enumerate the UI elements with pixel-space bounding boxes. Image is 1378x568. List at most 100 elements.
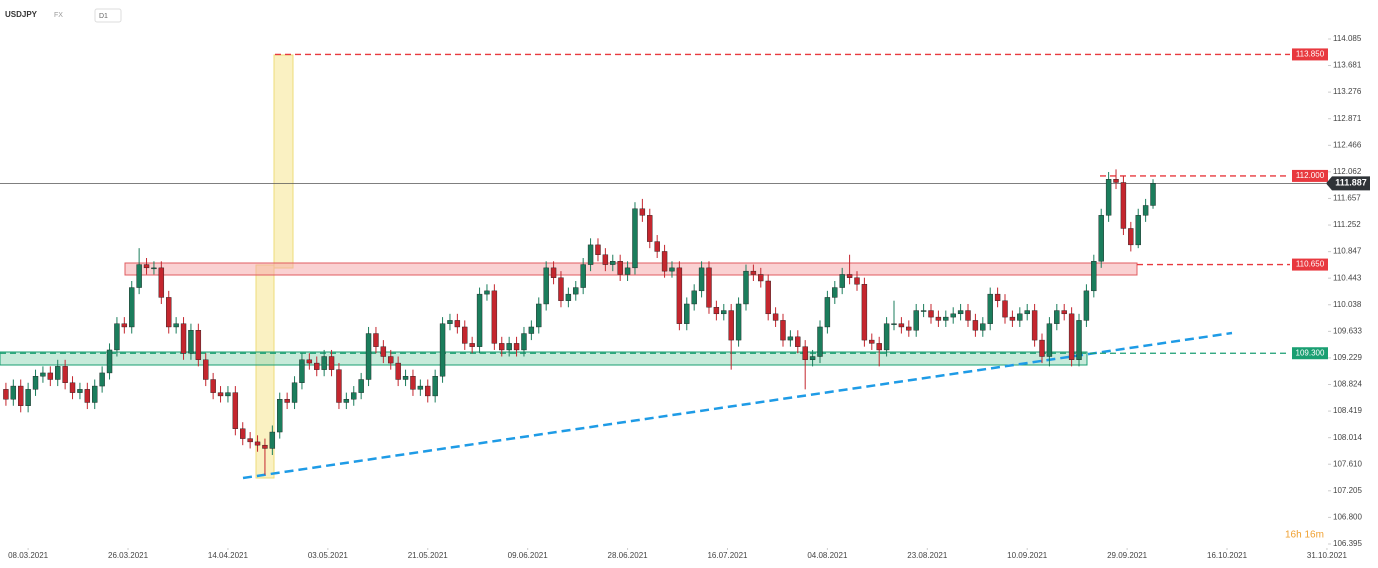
y-tick-label: 110.038 bbox=[1333, 300, 1362, 309]
candle-body bbox=[106, 349, 113, 374]
candle-body bbox=[876, 343, 882, 351]
candle-body bbox=[661, 251, 668, 272]
candle-body bbox=[632, 208, 638, 269]
candle-body bbox=[758, 274, 764, 282]
symbol: USDJPY bbox=[5, 10, 38, 19]
candle-body bbox=[210, 379, 216, 393]
candle-body bbox=[484, 290, 490, 295]
y-tick-label: 109.229 bbox=[1333, 353, 1362, 362]
x-tick-label: 21.05.2021 bbox=[408, 551, 449, 560]
candle-body bbox=[18, 385, 24, 406]
y-tick-label: 113.681 bbox=[1333, 61, 1362, 70]
candle-body bbox=[869, 339, 875, 344]
candle-body bbox=[935, 316, 942, 321]
candle-body bbox=[69, 382, 76, 393]
level-tag bbox=[1292, 48, 1328, 61]
last-price-tag bbox=[1326, 176, 1370, 191]
candle-body bbox=[269, 431, 276, 449]
candle-body bbox=[3, 389, 9, 400]
candle-body bbox=[1128, 228, 1134, 246]
candle-body bbox=[1135, 215, 1141, 246]
candle-body bbox=[1113, 179, 1119, 183]
x-tick-label: 16.07.2021 bbox=[707, 551, 748, 560]
candle-body bbox=[839, 274, 845, 288]
candle-body bbox=[617, 261, 623, 275]
candle-body bbox=[972, 320, 979, 331]
candle-body bbox=[314, 362, 320, 370]
candle-body bbox=[728, 310, 734, 341]
candle-body bbox=[920, 310, 927, 312]
y-tick-label: 110.443 bbox=[1333, 273, 1362, 282]
x-tick-label: 08.03.2021 bbox=[8, 551, 49, 560]
candle-body bbox=[454, 320, 461, 328]
candle-body bbox=[188, 330, 194, 354]
candle-body bbox=[92, 385, 98, 403]
candle-body bbox=[676, 267, 683, 324]
candle-body bbox=[550, 267, 557, 278]
y-tick-label: 108.824 bbox=[1333, 380, 1362, 389]
candle-body bbox=[10, 385, 17, 400]
candle-body bbox=[1120, 182, 1127, 229]
candle-body bbox=[439, 323, 446, 377]
x-tick-label: 31.10.2021 bbox=[1307, 551, 1348, 560]
candle-body bbox=[1150, 183, 1156, 206]
candle-body bbox=[506, 343, 512, 351]
candle-body bbox=[565, 293, 572, 301]
candle-body bbox=[846, 274, 853, 278]
candle-body bbox=[883, 323, 890, 351]
candle-body bbox=[462, 326, 468, 344]
candle-body bbox=[195, 330, 202, 360]
candle-body bbox=[129, 287, 135, 328]
countdown: 16h 16m bbox=[1285, 530, 1324, 541]
x-tick-label: 03.05.2021 bbox=[308, 551, 349, 560]
candle-body bbox=[943, 316, 949, 321]
candle-body bbox=[1098, 215, 1104, 262]
candle-body bbox=[469, 343, 475, 347]
y-tick-label: 112.871 bbox=[1333, 114, 1362, 123]
timeframe-box[interactable] bbox=[94, 8, 122, 23]
candle-body bbox=[1091, 261, 1097, 292]
candle-body bbox=[639, 208, 646, 216]
x-tick-label: 16.10.2021 bbox=[1207, 551, 1248, 560]
candle-body bbox=[291, 382, 298, 403]
candle-body bbox=[425, 385, 431, 397]
x-tick-label: 04.08.2021 bbox=[807, 551, 848, 560]
level-label: 112.000 bbox=[1296, 171, 1325, 180]
candle-body bbox=[240, 428, 246, 439]
candle-body bbox=[254, 441, 261, 446]
market[interactable]: FX bbox=[54, 12, 63, 19]
candle-body bbox=[809, 356, 816, 360]
candle-body bbox=[602, 254, 609, 265]
candle-body bbox=[1046, 323, 1053, 357]
candle-body bbox=[987, 293, 993, 324]
candle-body bbox=[772, 313, 779, 321]
candle-body bbox=[913, 310, 919, 331]
y-tick-label: 108.419 bbox=[1333, 406, 1362, 415]
candle-body bbox=[1061, 310, 1067, 315]
candle-body bbox=[114, 323, 120, 351]
candle-body bbox=[432, 376, 438, 397]
x-tick-label: 09.06.2021 bbox=[508, 551, 549, 560]
timeframe[interactable]: D1 bbox=[99, 13, 108, 20]
candle-body bbox=[306, 359, 313, 364]
candle-body bbox=[284, 398, 290, 403]
candle-body bbox=[25, 389, 31, 406]
candle-body bbox=[99, 372, 105, 387]
candle-body bbox=[528, 326, 535, 334]
candle-body bbox=[580, 264, 586, 288]
candle-body bbox=[143, 264, 150, 269]
candle-body bbox=[1002, 300, 1008, 318]
candle-body bbox=[721, 310, 727, 315]
y-tick-label: 113.276 bbox=[1333, 87, 1362, 96]
candle-body bbox=[158, 267, 165, 298]
y-tick-label: 106.395 bbox=[1333, 539, 1362, 548]
candle-body bbox=[499, 343, 505, 351]
candle-body bbox=[62, 366, 68, 383]
x-tick-label: 26.03.2021 bbox=[108, 551, 149, 560]
candle-body bbox=[573, 287, 579, 295]
candle-body bbox=[817, 326, 823, 357]
x-tick-label: 29.09.2021 bbox=[1107, 551, 1148, 560]
candle-body bbox=[173, 323, 179, 328]
candle-body bbox=[735, 303, 742, 341]
